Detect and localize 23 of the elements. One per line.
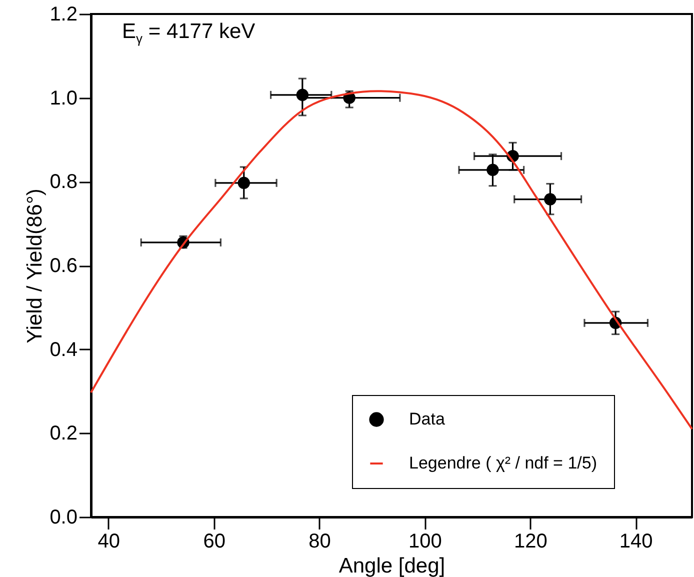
y-tick-label: 0.6 (50, 255, 78, 277)
x-tick-label: 140 (619, 530, 653, 552)
y-tick-label: 0.4 (50, 338, 78, 361)
y-tick-label: 0.2 (50, 422, 78, 445)
x-tick-label: 100 (408, 530, 442, 552)
y-tick-label: 1.0 (50, 87, 78, 110)
x-tick-label: 60 (203, 530, 226, 552)
y-tick-label: 0.0 (50, 506, 78, 528)
y-tick-label: 0.8 (50, 171, 78, 194)
annotation: E$_{γ}$ = 4177 keV (122, 20, 256, 46)
x-tick-label: 120 (514, 530, 548, 552)
point (238, 176, 250, 190)
x-tick-label: 80 (308, 530, 331, 552)
x-tick-label: 40 (98, 530, 120, 552)
y-axis-title: Yield / Yield(86°) (24, 188, 47, 344)
legend-label: Legendre ( χ² / ndf = 1/5) (409, 454, 598, 472)
y-tick-label: 1.2 (50, 4, 78, 26)
x-axis-title: Angle [deg] (338, 554, 446, 577)
point (486, 164, 499, 176)
legend-label: Data (409, 410, 446, 428)
point (296, 88, 309, 102)
point (544, 193, 556, 206)
line-series (90, 90, 693, 430)
